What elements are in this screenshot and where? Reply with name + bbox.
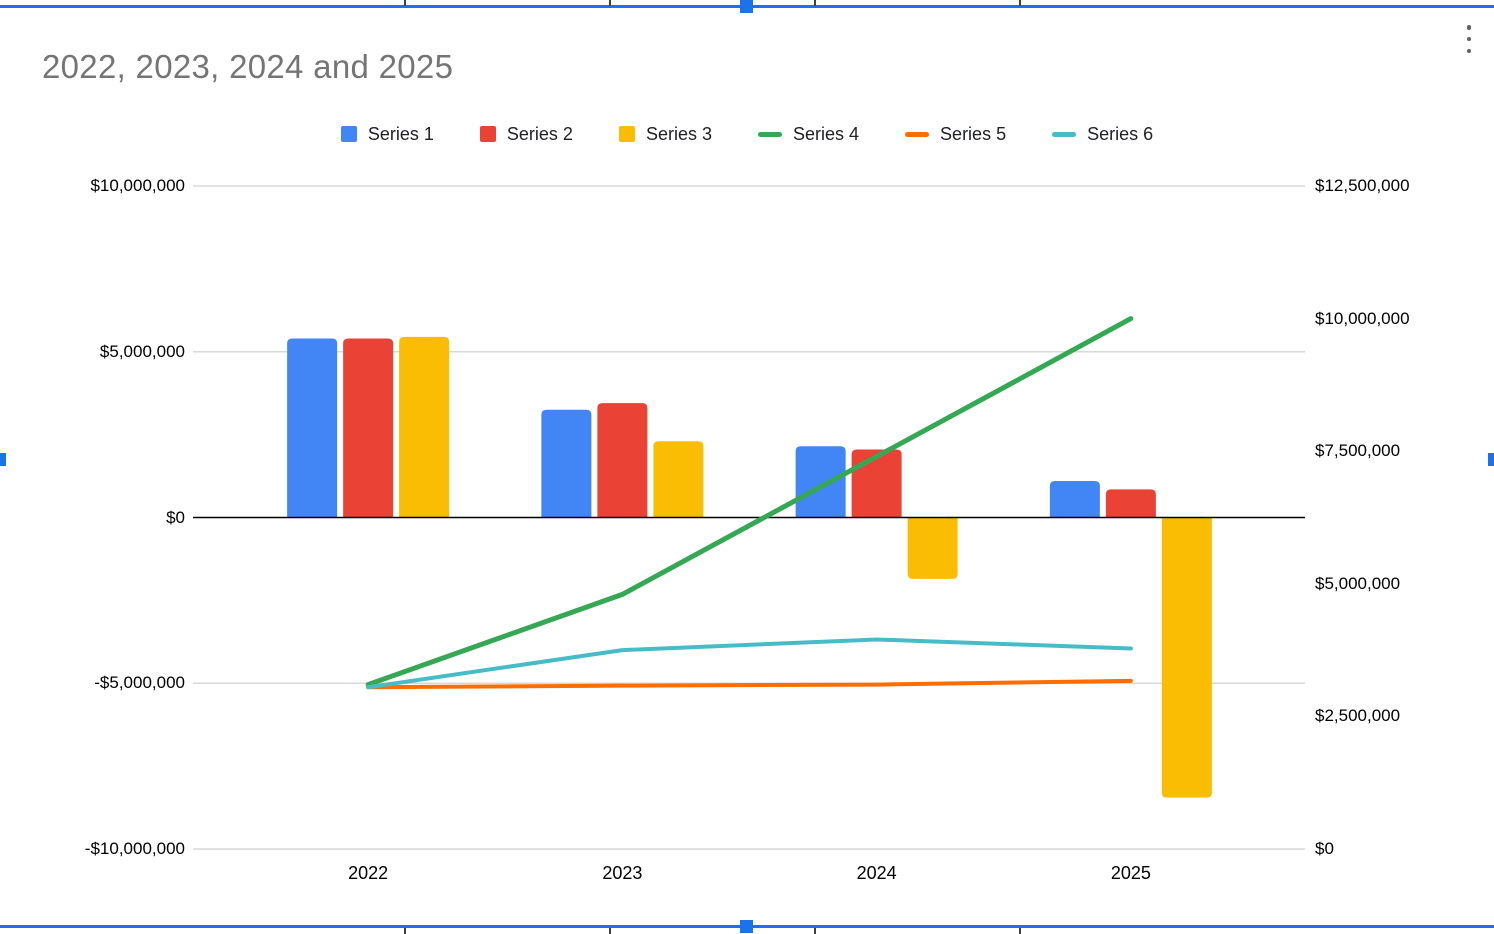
left-axis-tick-label: -$10,000,000 xyxy=(84,839,185,858)
legend-swatch-icon xyxy=(905,131,930,137)
selection-handle-left[interactable] xyxy=(0,453,6,466)
sheet-gridline-tick xyxy=(814,928,816,934)
line-series-6[interactable] xyxy=(366,637,1133,690)
chart-title: 2022, 2023, 2024 and 2025 xyxy=(42,48,454,85)
kebab-dot xyxy=(1466,25,1472,30)
bar-series-2-2024[interactable] xyxy=(851,449,902,518)
right-axis-tick-label: $2,500,000 xyxy=(1315,706,1401,726)
right-axis-tick-label: $0 xyxy=(1315,839,1334,858)
bar-series-1-2024[interactable] xyxy=(795,446,846,518)
chart-options-kebab-icon[interactable] xyxy=(1461,23,1477,55)
right-axis-tick-label: $12,500,000 xyxy=(1315,176,1410,195)
selection-handle-top[interactable] xyxy=(740,0,753,13)
kebab-dot xyxy=(1466,48,1472,53)
legend-label: Series 4 xyxy=(793,123,860,144)
x-axis-category-label: 2024 xyxy=(856,863,897,883)
bar-series-2-2022[interactable] xyxy=(343,338,394,518)
right-axis-tick-label: $10,000,000 xyxy=(1315,308,1410,328)
bar-series-3-2025[interactable] xyxy=(1161,517,1212,798)
bar-series-2-2025[interactable] xyxy=(1105,489,1156,518)
bar-series-1-2022[interactable] xyxy=(287,338,338,518)
legend-label: Series 2 xyxy=(506,123,573,144)
legend-item-series-2[interactable]: Series 2 xyxy=(479,123,573,145)
bar-series-3-2022[interactable] xyxy=(399,336,450,518)
sheet-gridline-tick xyxy=(404,928,406,934)
bar-series-2-2023[interactable] xyxy=(597,403,648,518)
legend-swatch-icon xyxy=(340,126,357,142)
left-axis-tick-label: -$5,000,000 xyxy=(94,673,185,693)
sheet-gridline-tick xyxy=(404,0,406,6)
right-axis-tick-label: $5,000,000 xyxy=(1315,573,1401,593)
legend-label: Series 6 xyxy=(1087,123,1154,144)
legend-swatch-icon xyxy=(758,131,782,137)
bar-series-1-2025[interactable] xyxy=(1049,481,1100,518)
selection-handle-right[interactable] xyxy=(1488,453,1494,466)
legend-item-series-3[interactable]: Series 3 xyxy=(618,123,712,145)
legend-item-series-5[interactable]: Series 5 xyxy=(905,124,1006,145)
x-axis-category-label: 2025 xyxy=(1110,863,1151,883)
sheet-gridline-tick xyxy=(609,928,611,934)
kebab-dot xyxy=(1466,36,1472,42)
bar-series-3-2023[interactable] xyxy=(653,441,704,518)
legend-item-series-1[interactable]: Series 1 xyxy=(340,123,434,145)
sheet-gridline-tick xyxy=(609,0,611,6)
chart-legend: Series 1 Series 2 Series 3 Series 4 Series 5… xyxy=(0,117,1494,151)
sheet-gridline-tick xyxy=(814,0,816,6)
legend-label: Series 5 xyxy=(940,123,1007,144)
right-axis-tick-label: $7,500,000 xyxy=(1315,441,1401,461)
selection-handle-bottom[interactable] xyxy=(740,920,753,933)
legend-item-series-6[interactable]: Series 6 xyxy=(1052,124,1153,145)
sheet-gridline-tick xyxy=(1019,0,1021,6)
sheet-gridline-tick xyxy=(1019,928,1021,934)
legend-label: Series 1 xyxy=(367,123,434,144)
x-axis-category-label: 2023 xyxy=(602,863,643,883)
x-axis-category-label: 2022 xyxy=(348,863,389,883)
legend-label: Series 3 xyxy=(645,123,712,144)
line-series-5[interactable] xyxy=(366,678,1133,690)
bar-series-1-2023[interactable] xyxy=(541,409,592,518)
left-axis-tick-label: $10,000,000 xyxy=(90,176,185,195)
legend-swatch-icon xyxy=(618,126,635,142)
legend-swatch-icon xyxy=(479,126,496,142)
line-series-4[interactable] xyxy=(365,316,1134,688)
bar-series-3-2024[interactable] xyxy=(907,517,958,579)
left-axis-tick-label: $0 xyxy=(166,507,185,527)
left-axis-tick-label: $5,000,000 xyxy=(99,341,185,361)
legend-swatch-icon xyxy=(1052,131,1077,137)
legend-item-series-4[interactable]: Series 4 xyxy=(758,124,859,145)
